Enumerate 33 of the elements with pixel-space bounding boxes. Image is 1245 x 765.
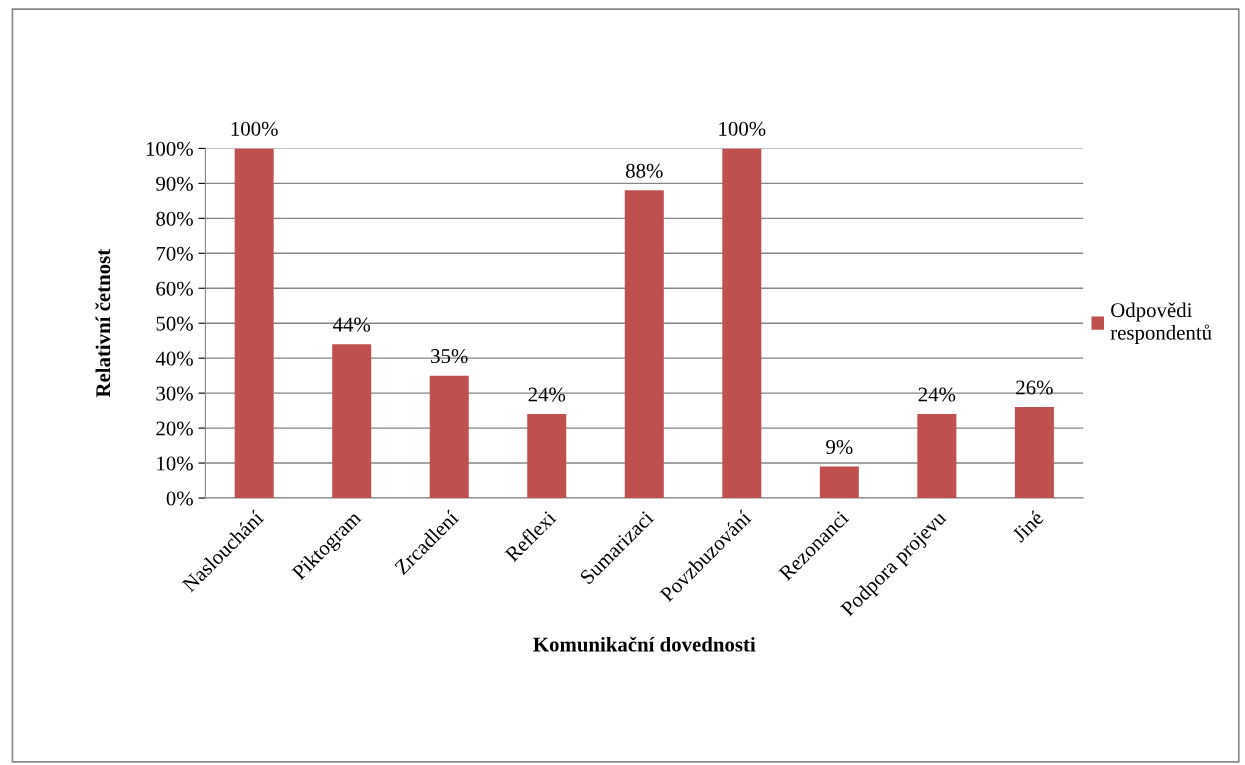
y-tick-label: 0% <box>166 491 193 506</box>
text: 100% <box>719 121 766 136</box>
y-tick-label: 70% <box>156 246 193 261</box>
bar <box>722 148 762 499</box>
y-tick-label: 90% <box>156 176 193 191</box>
text: 24% <box>918 387 956 402</box>
y-tick-label: 40% <box>155 351 193 366</box>
bar <box>917 414 957 499</box>
bar <box>234 148 274 499</box>
bar <box>624 190 664 499</box>
y-tick-label: 10% <box>157 456 193 471</box>
bar <box>332 344 372 499</box>
text: 88% <box>625 163 663 178</box>
y-tick-label: 100% <box>146 141 193 156</box>
text: 100% <box>231 121 278 136</box>
text: 9% <box>826 439 853 455</box>
x-axis-title: Komunikační dovednosti <box>533 636 756 652</box>
y-tick-label: 30% <box>156 386 193 401</box>
bar <box>819 466 859 499</box>
legend-label: Odpovědi respondentů <box>1110 302 1212 344</box>
y-tick-label: 50% <box>156 316 193 331</box>
text: 24% <box>528 387 566 402</box>
text: 44% <box>333 317 371 332</box>
y-tick-label: 20% <box>156 421 193 436</box>
bar <box>429 375 469 499</box>
x-tick-label: Jiné <box>1010 509 1045 543</box>
text: 26% <box>1016 380 1053 395</box>
y-tick-label: 60% <box>156 281 193 296</box>
y-axis-title: Relativní četnost <box>95 248 111 398</box>
text: 35% <box>431 349 468 364</box>
bar <box>1014 407 1054 499</box>
bar <box>527 414 567 499</box>
y-tick-label: 80% <box>156 211 193 226</box>
